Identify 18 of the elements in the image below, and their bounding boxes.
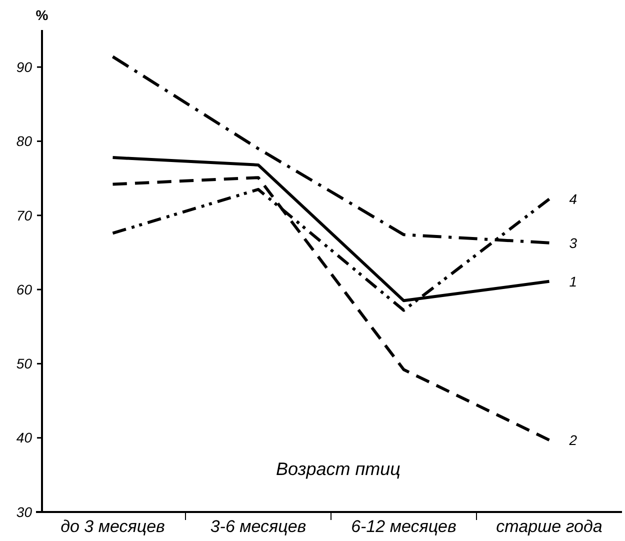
series-label: 4: [569, 191, 578, 208]
series-label: 3: [569, 234, 578, 251]
series-label: 1: [569, 273, 578, 290]
x-tick-label: 3-6 месяцев: [210, 517, 306, 536]
x-tick-label: 6-12 месяцев: [351, 517, 457, 536]
x-tick-label: до 3 месяцев: [60, 517, 166, 536]
y-tick-label: 30: [16, 504, 32, 520]
y-tick-label: 40: [16, 430, 32, 446]
series-label: 2: [568, 432, 578, 448]
y-tick-label: 80: [16, 133, 32, 150]
line-series: [111, 176, 551, 442]
y-tick-label: 60: [16, 281, 32, 298]
y-axis-title: %: [36, 7, 49, 23]
x-axis-title: Возраст птиц: [276, 459, 400, 479]
y-tick-label: 70: [16, 207, 32, 224]
y-tick-label: 90: [16, 58, 32, 75]
y-tick-label: 50: [16, 356, 32, 372]
x-tick-label: старше года: [496, 517, 602, 536]
